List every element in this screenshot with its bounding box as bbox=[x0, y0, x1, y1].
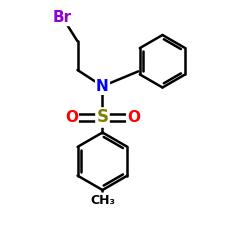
Text: CH₃: CH₃ bbox=[90, 194, 115, 206]
Text: N: N bbox=[96, 79, 109, 94]
Text: Br: Br bbox=[53, 10, 72, 25]
Text: S: S bbox=[96, 108, 108, 126]
Text: O: O bbox=[127, 110, 140, 125]
Text: O: O bbox=[65, 110, 78, 125]
